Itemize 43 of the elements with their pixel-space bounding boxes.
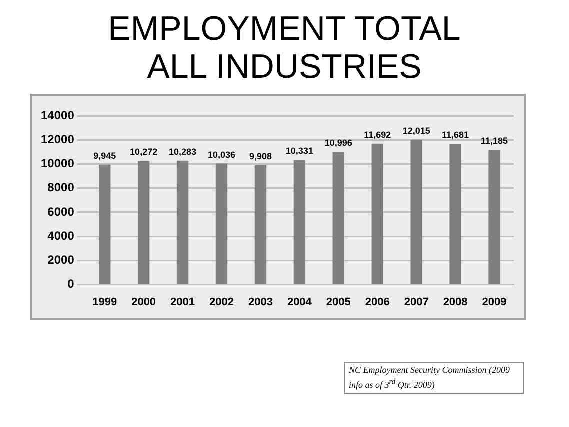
bar bbox=[99, 164, 111, 284]
bar bbox=[294, 160, 306, 284]
bar bbox=[410, 140, 422, 284]
data-label: 10,283 bbox=[169, 146, 197, 157]
y-tick-label: 2000 bbox=[48, 253, 75, 267]
y-tick-label: 10000 bbox=[40, 156, 75, 171]
x-tick-label: 2001 bbox=[170, 296, 196, 308]
bar bbox=[332, 152, 344, 284]
x-tick-label: 2002 bbox=[210, 296, 234, 308]
y-tick-label: 0 bbox=[68, 277, 75, 292]
y-tick-label: 14000 bbox=[40, 108, 75, 122]
bar bbox=[450, 144, 462, 284]
bar bbox=[176, 160, 189, 284]
x-tick-label: 2004 bbox=[287, 296, 313, 308]
data-label: 10,996 bbox=[324, 138, 352, 148]
data-label: 11,185 bbox=[481, 136, 508, 146]
data-label: 12,015 bbox=[402, 126, 430, 136]
data-label: 10,272 bbox=[130, 146, 158, 157]
text: NC Employment Security Commission (2009 info as of 3$^{rd}$ Qtr. 2009) bbox=[344, 362, 524, 394]
bar bbox=[372, 144, 384, 284]
bar bbox=[488, 150, 500, 284]
chart-title: EMPLOYMENT TOTAL ALL INDUSTRIES bbox=[107, 9, 462, 88]
x-tick-label: 2003 bbox=[248, 296, 273, 308]
x-tick-label: 2000 bbox=[132, 296, 156, 308]
x-tick-label: 2005 bbox=[326, 296, 351, 308]
x-tick-label: 2009 bbox=[482, 296, 507, 308]
data-label: 9,945 bbox=[94, 150, 116, 161]
bar bbox=[138, 160, 150, 284]
y-tick-label: 6000 bbox=[48, 204, 75, 219]
x-tick-label: 2006 bbox=[365, 296, 390, 308]
y-tick-label: 4000 bbox=[48, 228, 75, 243]
data-label: 11,681 bbox=[442, 130, 470, 140]
data-label: 10,331 bbox=[286, 146, 314, 156]
x-tick-label: 1999 bbox=[92, 296, 118, 308]
bar bbox=[216, 164, 228, 284]
y-tick-label: 12000 bbox=[40, 132, 75, 146]
data-label: 10,036 bbox=[208, 150, 236, 160]
data-label: 11,692 bbox=[364, 130, 392, 140]
data-label: 9,908 bbox=[249, 151, 272, 162]
x-tick-label: 2007 bbox=[404, 296, 429, 308]
x-tick-label: 2008 bbox=[443, 296, 468, 308]
y-tick-label: 8000 bbox=[48, 180, 75, 195]
bar bbox=[254, 165, 267, 284]
